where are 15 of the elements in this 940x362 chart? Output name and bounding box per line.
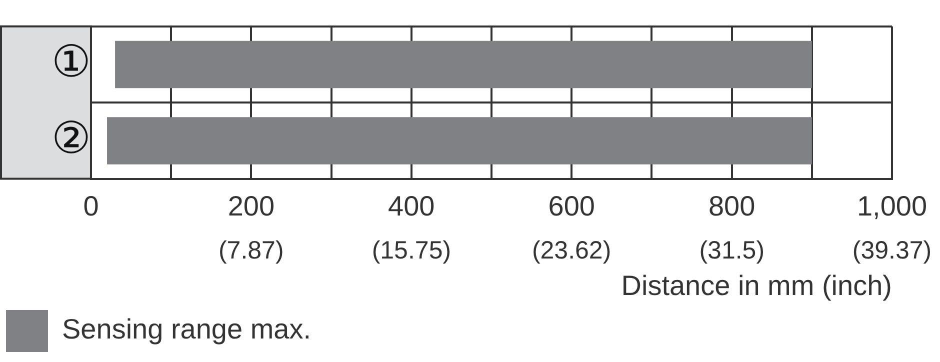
x2-tick-label: (31.5) xyxy=(699,236,765,264)
x-axis-title: Distance in mm (inch) xyxy=(621,270,892,301)
x-tick-label: 800 xyxy=(708,190,756,222)
legend-label: Sensing range max. xyxy=(62,314,312,345)
y-tick-label: ① xyxy=(52,38,92,87)
x2-tick-label: (7.87) xyxy=(218,236,284,264)
x-tick-label: 200 xyxy=(228,190,275,222)
x2-tick-label: (23.62) xyxy=(532,236,612,264)
x-tick-label: 600 xyxy=(548,190,595,222)
y-tick-label: ② xyxy=(52,114,92,163)
x2-tick-label: (39.37) xyxy=(852,236,932,264)
x2-tick-label: (15.75) xyxy=(372,236,452,264)
x-tick-label: 1,000 xyxy=(856,190,928,222)
x-tick-label: 400 xyxy=(388,190,435,222)
x-tick-label: 0 xyxy=(83,190,99,222)
